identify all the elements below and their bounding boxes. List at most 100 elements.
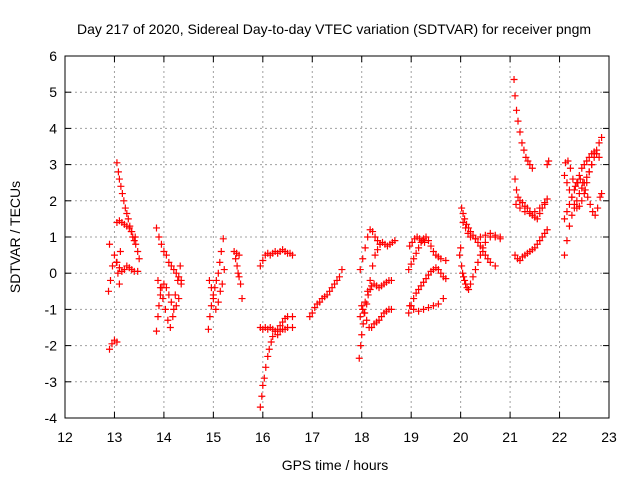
data-point [279,318,287,326]
data-point [218,280,226,288]
data-point [152,327,160,335]
data-point [595,139,603,147]
y-tick-label: 5 [49,84,57,100]
data-point [511,92,519,100]
series-seg-13.9b [152,280,185,335]
data-point [125,224,133,232]
data-point [598,190,606,198]
data-point [165,258,173,266]
data-point [591,211,599,219]
series-seg-19.0b [405,264,450,317]
data-point [387,276,395,284]
x-axis-title: GPS time / hours [282,457,389,473]
data-point [130,237,138,245]
series-seg-22.0a [560,133,606,259]
data-point [376,240,384,248]
series-seg-18.0a [355,276,395,362]
data-point [434,300,442,308]
data-point [259,381,267,389]
data-point [563,237,571,245]
data-point [424,271,432,279]
data-point [165,291,173,299]
data-point [514,117,522,125]
data-point [481,238,489,246]
y-tick-label: 2 [49,193,57,209]
data-point [316,298,324,306]
data-point [235,273,243,281]
data-point [584,193,592,201]
data-point [437,269,445,277]
data-point [264,352,272,360]
data-point [415,244,423,252]
data-point [422,275,430,283]
series-seg-18.1 [358,302,395,331]
data-point [434,266,442,274]
data-point [458,204,466,212]
data-point [374,237,382,245]
data-point [596,193,604,201]
data-point [491,233,499,241]
grid-layer [65,56,609,418]
data-point [115,175,123,183]
data-point [543,226,551,234]
data-point [474,238,482,246]
x-tick-labels: 12 13 14 15 16 17 18 19 20 21 22 23 [57,429,617,445]
data-point [518,199,526,207]
data-point [471,235,479,243]
data-point [363,300,371,308]
data-point [358,331,366,339]
data-point [514,193,522,201]
data-point [412,289,420,297]
data-point [331,280,339,288]
series-seg-16.0b [256,324,296,339]
data-point [585,153,593,161]
data-point [156,291,164,299]
data-point [424,304,432,312]
data-point [560,171,568,179]
data-point [456,251,464,259]
data-point [429,302,437,310]
data-point [132,240,140,248]
data-point [364,233,372,241]
series-seg-20.0c [459,219,504,243]
data-point [486,229,494,237]
data-point [467,233,475,241]
data-point [123,209,131,217]
data-point [545,157,553,165]
data-point [333,276,341,284]
data-point [560,215,568,223]
x-tick-label: 16 [255,429,271,445]
data-point [427,242,435,250]
data-point [167,262,175,270]
x-tick-label: 23 [601,429,617,445]
data-point [578,164,586,172]
data-point [369,262,377,270]
data-points [105,76,606,411]
data-point [306,313,314,321]
data-point [374,246,382,254]
data-point [117,182,125,190]
data-point [533,215,541,223]
data-point [124,215,132,223]
data-point [155,302,163,310]
y-tick-label: -4 [45,410,58,426]
data-point [469,273,477,281]
data-point [583,157,591,165]
y-tick-label: -3 [45,374,58,390]
data-point [429,247,437,255]
data-point [461,215,469,223]
data-point [465,285,473,293]
data-point [405,266,413,274]
data-point [260,374,268,382]
data-point [568,193,576,201]
y-tick-label: 4 [49,120,57,136]
data-point [338,266,346,274]
x-tick-label: 14 [156,429,172,445]
data-point [238,295,246,303]
series-seg-19.0a [405,233,450,274]
data-point [361,244,369,252]
data-point [516,257,524,265]
data-point [598,133,606,141]
data-point [323,291,331,299]
data-point [217,247,225,255]
